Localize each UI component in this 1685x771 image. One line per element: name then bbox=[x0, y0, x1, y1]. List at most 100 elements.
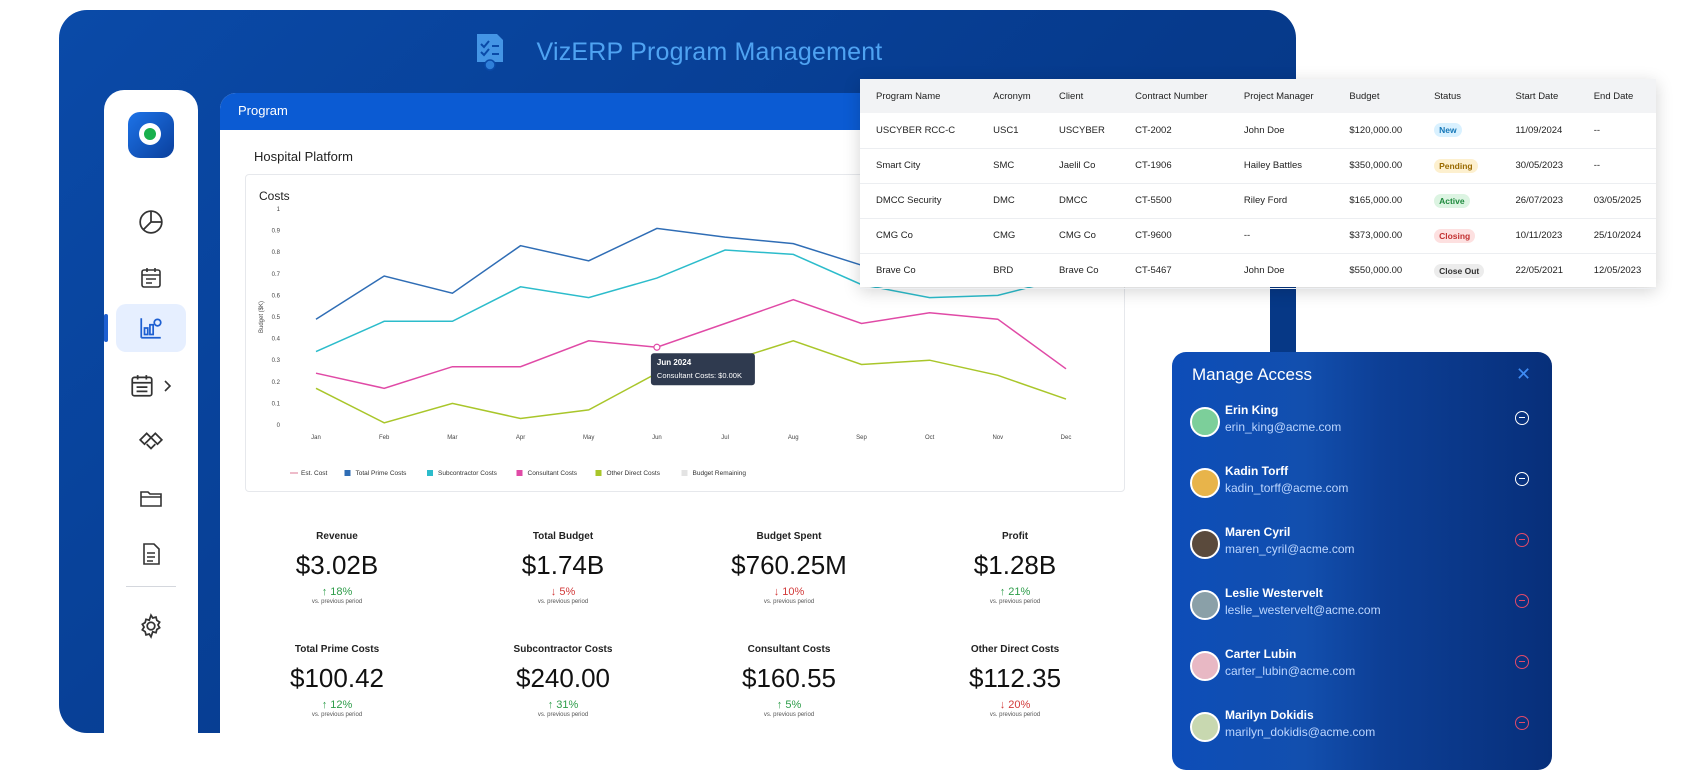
chevron-right-icon[interactable] bbox=[163, 379, 173, 393]
highlighted-point bbox=[653, 343, 661, 351]
table-row[interactable]: Brave Co BRD Brave Co CT-5467 John Doe $550,0… bbox=[860, 253, 1656, 289]
user-email: marilyn_dokidis@acme.com bbox=[1225, 725, 1376, 739]
table-cell: Smart City bbox=[860, 148, 978, 184]
column-header[interactable]: Acronym bbox=[977, 79, 1043, 113]
legend-swatch bbox=[681, 470, 688, 476]
costs-line-chart: 0 0.1 0.2 0.3 0.4 0.5 0.6 0.7 0.8 0.9 1 Budget ($K)… bbox=[259, 207, 1071, 477]
legend-swatch bbox=[595, 470, 602, 476]
table-cell: Riley Ford bbox=[1227, 183, 1334, 219]
sidebar bbox=[104, 90, 198, 733]
nav-dashboard[interactable] bbox=[104, 198, 198, 246]
kpi-note: vs. previous period bbox=[311, 712, 363, 718]
series-line bbox=[315, 298, 1067, 390]
kpi-value: $3.02B bbox=[295, 550, 379, 580]
remove-user-icon[interactable] bbox=[1515, 472, 1529, 486]
table-cell: -- bbox=[1227, 218, 1334, 254]
kpi-note: vs. previous period bbox=[763, 599, 815, 605]
column-header[interactable]: Project Manager bbox=[1227, 79, 1334, 113]
nav-settings[interactable] bbox=[104, 602, 198, 650]
column-header[interactable]: Contract Number bbox=[1119, 79, 1228, 113]
close-icon[interactable]: ✕ bbox=[1516, 364, 1532, 384]
remove-user-icon[interactable] bbox=[1515, 533, 1529, 547]
table-cell: 11/09/2024 bbox=[1499, 113, 1578, 149]
nav-analytics[interactable] bbox=[104, 304, 186, 352]
calendar-icon bbox=[141, 268, 161, 288]
table-cell: CT-5467 bbox=[1119, 253, 1228, 289]
column-header[interactable]: Client bbox=[1042, 79, 1120, 113]
kpi-label: Consultant Costs bbox=[747, 644, 831, 655]
user-email: maren_cyril@acme.com bbox=[1225, 542, 1355, 556]
remove-user-icon[interactable] bbox=[1515, 716, 1529, 730]
table-cell: New bbox=[1418, 113, 1500, 149]
user-email: carter_lubin@acme.com bbox=[1225, 664, 1356, 678]
nav-schedule[interactable] bbox=[104, 362, 198, 410]
x-tick-label: Oct bbox=[925, 435, 935, 441]
nav-documents[interactable] bbox=[104, 530, 198, 578]
remove-user-icon[interactable] bbox=[1515, 411, 1529, 425]
table-cell: DMC bbox=[977, 183, 1043, 219]
kpi-card: Total Prime Costs $100.42 ↑ 12% vs. previou… bbox=[237, 644, 437, 718]
column-header[interactable]: End Date bbox=[1577, 79, 1656, 113]
column-header[interactable]: Start Date bbox=[1499, 79, 1578, 113]
table-row[interactable]: DMCC Security DMC DMCC CT-5500 Riley Ford $16… bbox=[860, 183, 1656, 219]
remove-user-icon[interactable] bbox=[1515, 655, 1529, 669]
remove-user-icon[interactable] bbox=[1515, 594, 1529, 608]
avatar bbox=[1190, 590, 1220, 620]
table-cell: CMG Co bbox=[860, 218, 978, 254]
kpi-value: $112.35 bbox=[968, 663, 1062, 693]
kpi-label: Budget Spent bbox=[756, 531, 822, 542]
kpi-note: vs. previous period bbox=[537, 712, 589, 718]
table-cell: USC1 bbox=[977, 113, 1043, 149]
chart-title: Costs bbox=[259, 189, 290, 203]
table-cell: Brave Co bbox=[1042, 253, 1120, 289]
x-tick-label: Mar bbox=[447, 435, 457, 441]
table-cell: CT-2002 bbox=[1119, 113, 1228, 149]
programs-table-card: Program Name Acronym Client Contract Number… bbox=[860, 79, 1656, 289]
y-tick-label: 0.4 bbox=[272, 337, 281, 343]
y-tick-label: 0.3 bbox=[272, 358, 281, 364]
table-row[interactable]: CMG Co CMG CMG Co CT-9600 -- $373,000.00 Closi… bbox=[860, 218, 1656, 254]
column-header[interactable]: Program Name bbox=[860, 79, 978, 113]
table-cell: DMCC Security bbox=[860, 183, 978, 219]
user-email: leslie_westervelt@acme.com bbox=[1225, 603, 1381, 617]
kpi-value: $1.28B bbox=[973, 550, 1057, 580]
tooltip-box bbox=[650, 353, 755, 386]
kpi-delta: ↑ 21% bbox=[999, 586, 1031, 598]
pie-chart-icon bbox=[139, 210, 163, 234]
kpi-label: Profit bbox=[1001, 531, 1029, 542]
project-title: Hospital Platform bbox=[254, 149, 353, 164]
y-tick-label: 0.6 bbox=[272, 293, 281, 299]
handshake-icon bbox=[138, 432, 164, 450]
table-body: USCYBER RCC-C USC1 USCYBER CT-2002 John Doe $… bbox=[860, 113, 1656, 289]
kpi-label: Revenue bbox=[316, 531, 358, 542]
table-cell: 12/05/2023 bbox=[1577, 253, 1656, 289]
legend-label: Total Prime Costs bbox=[356, 470, 408, 477]
table-cell: 03/05/2025 bbox=[1577, 183, 1656, 219]
trend-arrow-icon: ↑ bbox=[547, 699, 554, 711]
table-row[interactable]: USCYBER RCC-C USC1 USCYBER CT-2002 John Doe $… bbox=[860, 113, 1656, 149]
kpi-delta: ↑ 12% bbox=[321, 699, 353, 711]
kpi-note: vs. previous period bbox=[763, 712, 815, 718]
table-cell: $165,000.00 bbox=[1333, 183, 1419, 219]
column-header[interactable]: Budget bbox=[1333, 79, 1419, 113]
manage-access-title: Manage Access bbox=[1192, 365, 1313, 384]
table-cell: -- bbox=[1577, 113, 1656, 149]
table-cell: 10/11/2023 bbox=[1499, 218, 1578, 254]
nav-partners[interactable] bbox=[104, 418, 198, 466]
table-cell: USCYBER RCC-C bbox=[860, 113, 978, 149]
nav-calendar[interactable] bbox=[104, 254, 198, 302]
legend-swatch bbox=[344, 470, 351, 476]
table-row[interactable]: Smart City SMC Jaelil Co CT-1906 Hailey Batt… bbox=[860, 148, 1656, 184]
column-header[interactable]: Status bbox=[1418, 79, 1500, 113]
table-cell: 26/07/2023 bbox=[1499, 183, 1578, 219]
avatar bbox=[1190, 651, 1220, 681]
user-email: erin_king@acme.com bbox=[1225, 420, 1342, 434]
company-logo[interactable] bbox=[128, 112, 174, 158]
kpi-note: vs. previous period bbox=[311, 599, 363, 605]
legend-label: Est. Cost bbox=[301, 470, 328, 477]
nav-files[interactable] bbox=[104, 474, 198, 522]
legend-label: Subcontractor Costs bbox=[438, 470, 498, 477]
status-badge: Closing bbox=[1434, 228, 1476, 243]
table-cell: 22/05/2021 bbox=[1499, 253, 1578, 289]
user-name: Carter Lubin bbox=[1225, 647, 1297, 661]
